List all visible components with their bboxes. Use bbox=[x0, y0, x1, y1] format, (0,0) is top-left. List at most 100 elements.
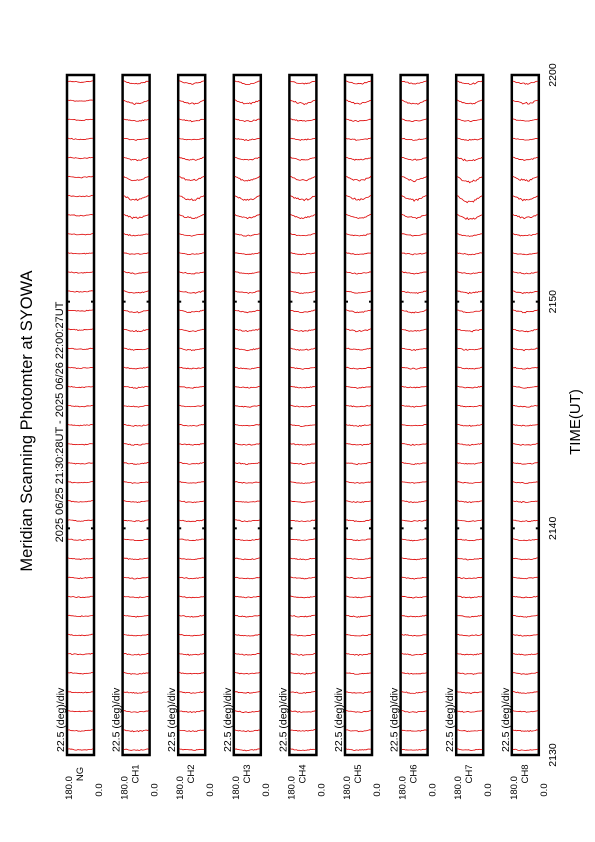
trace-line bbox=[401, 691, 427, 694]
trace-line bbox=[179, 252, 205, 256]
trace-line bbox=[401, 137, 427, 141]
trace-line bbox=[123, 633, 149, 637]
channel-label: CH1 bbox=[131, 764, 142, 783]
trace-line bbox=[67, 404, 94, 408]
trace-line bbox=[123, 233, 149, 237]
trace-line bbox=[290, 614, 316, 618]
trace-line bbox=[179, 386, 205, 389]
trace-line bbox=[234, 99, 260, 105]
trace-line bbox=[290, 595, 316, 599]
trace-line bbox=[67, 538, 94, 541]
trace-line bbox=[67, 672, 94, 675]
panel-frame bbox=[121, 73, 151, 757]
channel-label: CH4 bbox=[297, 764, 308, 783]
trace-line bbox=[290, 729, 316, 732]
trace-line bbox=[345, 633, 372, 637]
trace-line bbox=[401, 252, 427, 256]
trace-line bbox=[512, 481, 538, 484]
panel-frame bbox=[343, 73, 374, 757]
trace-line bbox=[345, 442, 372, 446]
trace-line bbox=[68, 652, 94, 656]
trace-line bbox=[179, 233, 205, 237]
trace-line bbox=[290, 481, 316, 484]
trace-line bbox=[234, 462, 260, 466]
trace-line bbox=[123, 328, 149, 333]
trace-line bbox=[457, 137, 483, 141]
trace-line bbox=[290, 252, 316, 256]
trace-line bbox=[67, 99, 94, 102]
trace-line bbox=[345, 710, 372, 713]
trace-line bbox=[123, 461, 149, 465]
trace-line bbox=[290, 271, 316, 275]
trace-line bbox=[401, 671, 427, 675]
trace-line bbox=[512, 309, 538, 314]
channel-label: NG bbox=[75, 767, 86, 781]
trace-line bbox=[401, 194, 427, 202]
trace-line bbox=[512, 729, 538, 732]
trace-line bbox=[123, 557, 149, 560]
trace-line bbox=[67, 328, 94, 332]
trace-line bbox=[179, 519, 205, 523]
trace-line bbox=[234, 538, 260, 541]
trace-line bbox=[179, 671, 205, 675]
trace-line bbox=[67, 118, 94, 121]
trace-line bbox=[345, 137, 372, 141]
trace-line bbox=[457, 328, 483, 333]
trace-line bbox=[179, 748, 205, 751]
x-tick-label: 2140 bbox=[547, 516, 559, 540]
trace-line bbox=[512, 652, 539, 656]
trace-line bbox=[67, 710, 94, 713]
trace-line bbox=[123, 156, 149, 162]
trace-line bbox=[179, 99, 205, 105]
trace-line bbox=[67, 576, 94, 580]
trace-line bbox=[512, 80, 538, 85]
trace-line bbox=[401, 614, 427, 618]
trace-line bbox=[457, 195, 483, 204]
panel-ng: 180.0NG 0.0 22.5 (deg)/div bbox=[55, 73, 105, 800]
trace-line bbox=[457, 672, 483, 675]
trace-line bbox=[401, 271, 427, 275]
trace-line bbox=[512, 538, 538, 542]
trace-line bbox=[456, 99, 483, 105]
trace-line bbox=[345, 195, 372, 201]
trace-line bbox=[290, 99, 316, 106]
scale-label: 22.5 (deg)/div bbox=[277, 687, 289, 752]
trace-line bbox=[234, 710, 260, 713]
trace-line bbox=[345, 519, 372, 523]
trace-line bbox=[178, 156, 205, 161]
trace-line bbox=[290, 443, 316, 446]
trace-line bbox=[123, 118, 149, 122]
trace-line bbox=[512, 175, 538, 182]
trace-line bbox=[290, 347, 316, 351]
trace-line bbox=[234, 366, 260, 370]
x-axis-label: TIME(UT) bbox=[567, 389, 584, 455]
trace-line bbox=[179, 309, 205, 313]
trace-line bbox=[290, 385, 316, 389]
trace-line bbox=[512, 195, 539, 202]
trace-line bbox=[179, 729, 205, 732]
trace-line bbox=[67, 347, 94, 351]
trace-line bbox=[234, 290, 260, 294]
trace-line bbox=[401, 519, 427, 522]
trace-line bbox=[401, 118, 427, 122]
y-tick-label-max: 180.0 bbox=[231, 776, 242, 800]
trace-line bbox=[67, 366, 94, 370]
trace-line bbox=[123, 99, 149, 105]
trace-line bbox=[123, 538, 149, 542]
trace-line bbox=[234, 80, 260, 86]
trace-line bbox=[345, 424, 372, 427]
trace-line bbox=[401, 538, 427, 542]
y-tick-label-min: 0.0 bbox=[483, 783, 494, 796]
trace-line bbox=[457, 576, 483, 580]
x-tick-label: 2130 bbox=[547, 743, 559, 767]
trace-line bbox=[345, 576, 372, 580]
channel-label: CH2 bbox=[186, 764, 197, 783]
trace-line bbox=[179, 176, 205, 182]
trace-line bbox=[234, 386, 260, 389]
trace-line bbox=[345, 347, 372, 351]
y-tick-label-max: 180.0 bbox=[64, 776, 75, 800]
trace-line bbox=[67, 80, 94, 84]
trace-line bbox=[345, 538, 372, 542]
trace-line bbox=[290, 175, 316, 182]
